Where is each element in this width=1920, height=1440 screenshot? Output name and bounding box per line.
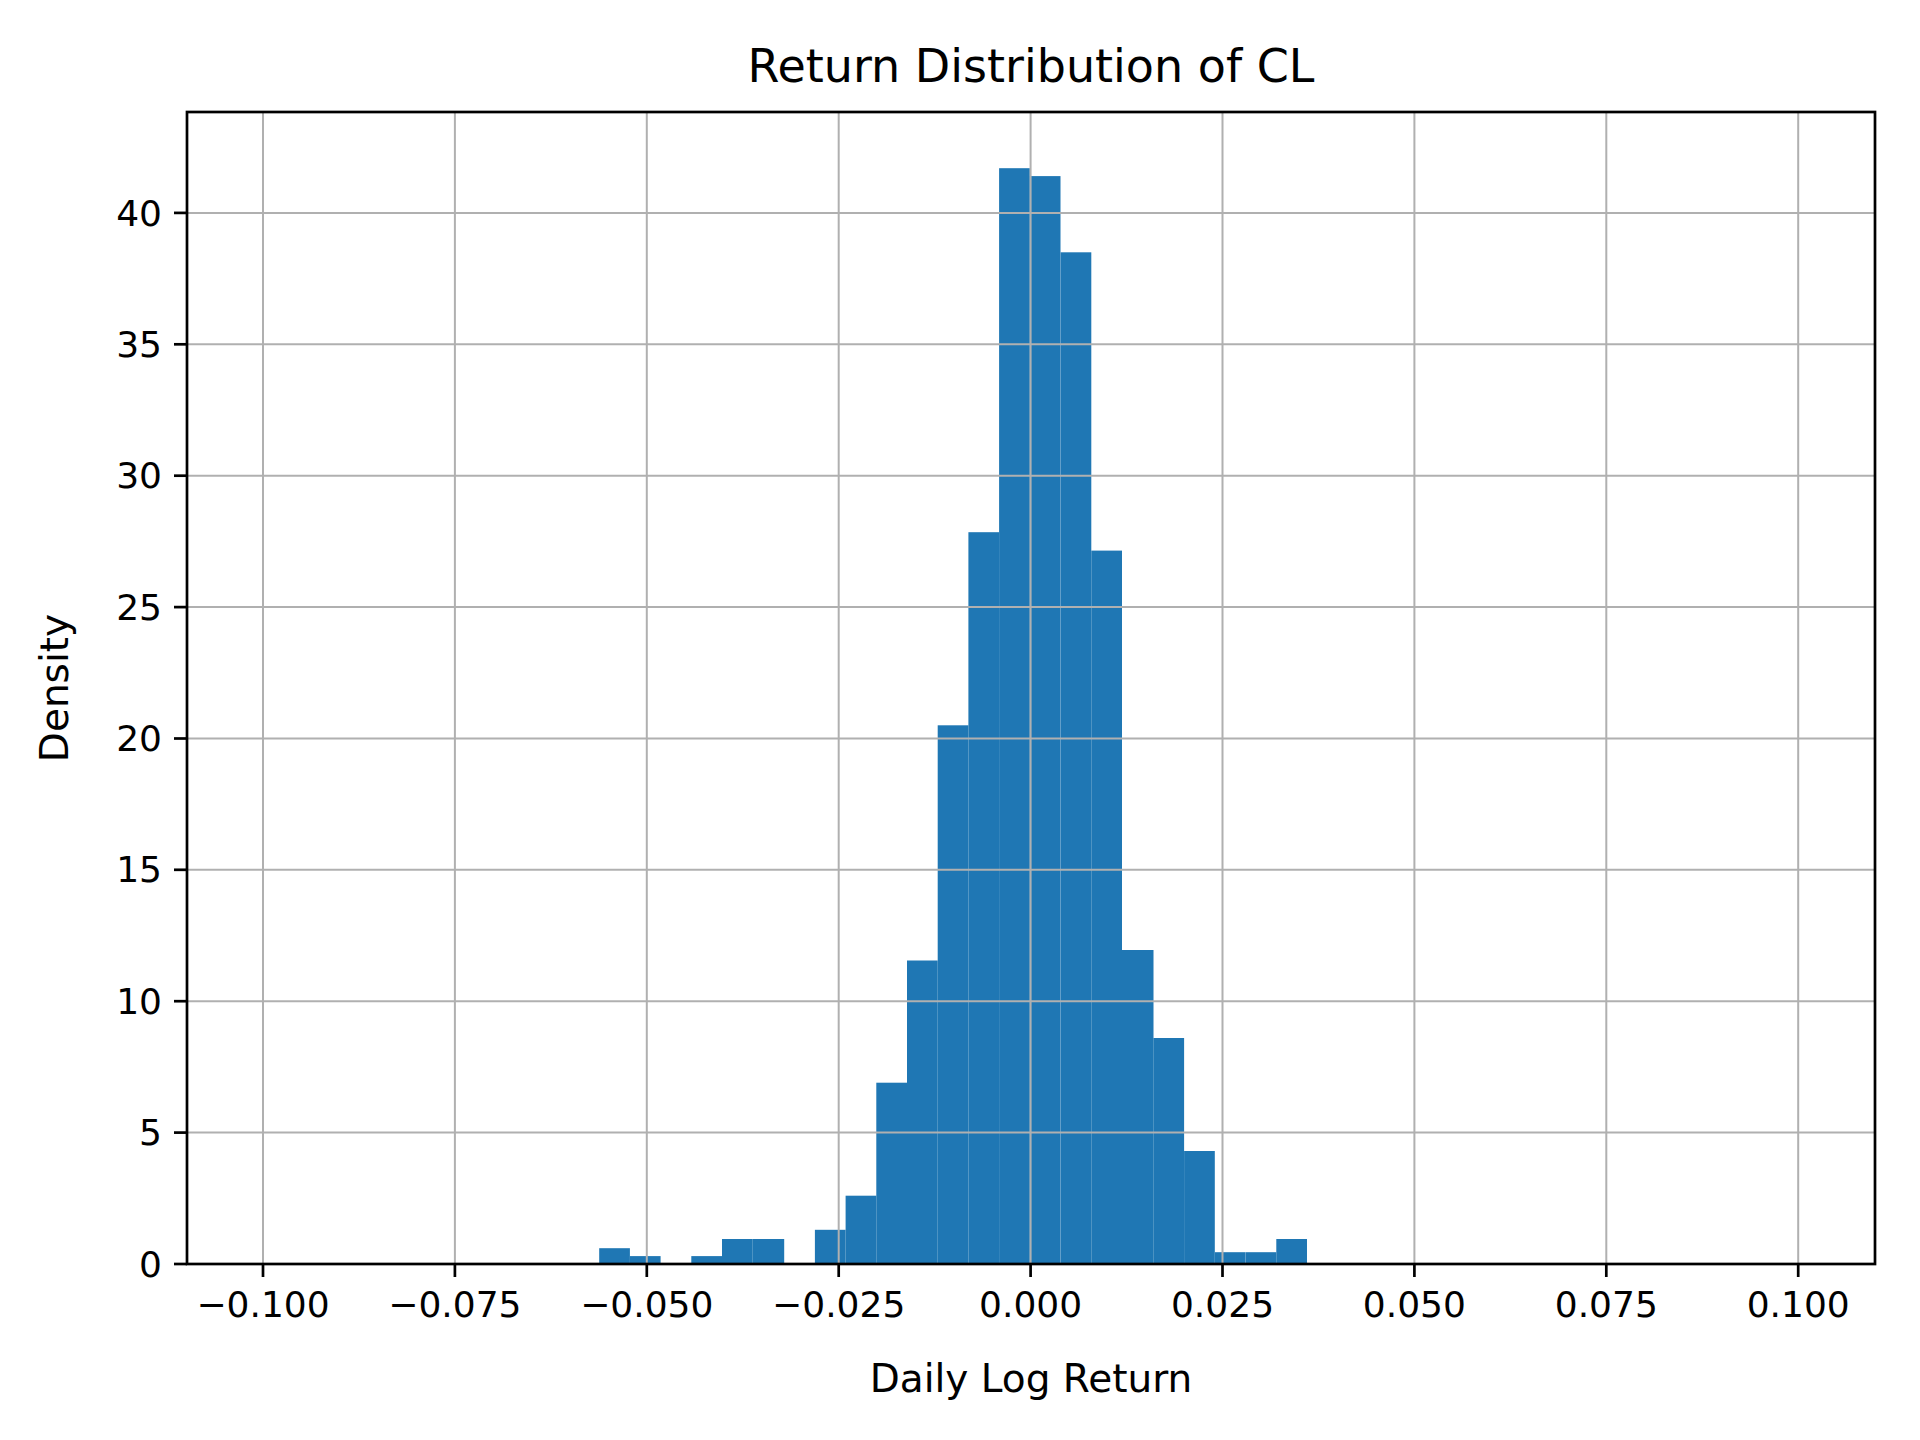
histogram-bar: [1215, 1252, 1246, 1264]
x-tick-label: −0.075: [388, 1284, 521, 1325]
histogram-bar: [907, 961, 938, 1265]
histogram-bar: [722, 1239, 753, 1264]
return-distribution-histogram: −0.100 −0.075 −0.050 −0.025 0.000 0.025 0.050 0…: [0, 0, 1920, 1440]
y-tick-label: 0: [139, 1244, 162, 1285]
x-tick-labels: −0.100 −0.075 −0.050 −0.025 0.000 0.025 0.050 0…: [196, 1284, 1849, 1325]
x-tick-label: 0.000: [979, 1284, 1082, 1325]
x-tick-label: 0.050: [1363, 1284, 1466, 1325]
y-tick-label: 10: [116, 981, 162, 1022]
x-tick-label: 0.025: [1171, 1284, 1274, 1325]
x-tick-label: −0.025: [772, 1284, 905, 1325]
x-tick-label: 0.075: [1555, 1284, 1658, 1325]
y-tick-label: 20: [116, 718, 162, 759]
chart-title: Return Distribution of CL: [748, 39, 1315, 93]
histogram-bar: [938, 725, 969, 1264]
matplotlib-figure: −0.100 −0.075 −0.050 −0.025 0.000 0.025 0.050 0…: [0, 0, 1920, 1440]
y-tick-label: 35: [116, 324, 162, 365]
y-tick-label: 30: [116, 455, 162, 496]
histogram-bars-layer: [599, 168, 1307, 1264]
histogram-bar: [1246, 1252, 1277, 1264]
x-axis-label: Daily Log Return: [870, 1356, 1193, 1401]
histogram-bar: [968, 532, 999, 1264]
y-tick-labels: 0 5 10 15 20 25 30 35 40: [116, 193, 162, 1285]
histogram-bar: [753, 1239, 785, 1264]
histogram-bar: [599, 1248, 630, 1264]
histogram-bar: [1184, 1151, 1215, 1264]
y-tick-label: 25: [116, 587, 162, 628]
histogram-bar: [1122, 950, 1154, 1264]
histogram-bar: [1030, 176, 1061, 1264]
histogram-bar: [1276, 1239, 1307, 1264]
histogram-bar: [876, 1083, 907, 1264]
histogram-bar: [1091, 551, 1122, 1264]
y-axis-label: Density: [32, 614, 77, 762]
histogram-bar: [999, 168, 1030, 1264]
y-tick-label: 15: [116, 849, 162, 890]
x-tick-label: −0.050: [580, 1284, 713, 1325]
histogram-bar: [1061, 252, 1092, 1264]
y-tick-label: 5: [139, 1112, 162, 1153]
y-tick-label: 40: [116, 193, 162, 234]
x-tick-label: 0.100: [1747, 1284, 1850, 1325]
histogram-bar: [815, 1230, 846, 1264]
histogram-bar: [846, 1196, 877, 1264]
histogram-bar: [1153, 1038, 1184, 1264]
gridlines-layer: [187, 112, 1875, 1264]
x-tick-label: −0.100: [196, 1284, 329, 1325]
